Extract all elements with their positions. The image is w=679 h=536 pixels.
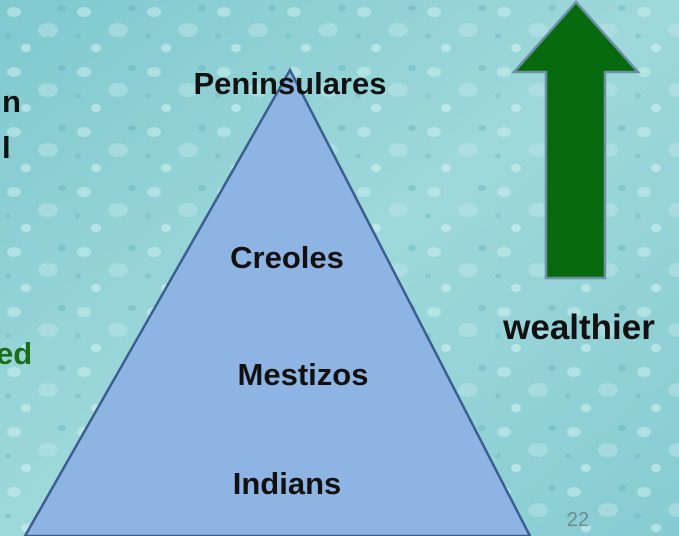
left-fragment: n [2,84,21,119]
pyramid-level-label: Mestizos [238,357,369,392]
slide: n l ed Peninsulares Creoles Mestizos Ind… [0,0,679,536]
left-fragment: ed [0,336,32,371]
page: n l ed Peninsulares Creoles Mestizos Ind… [0,0,679,536]
pyramid-level-label: Indians [233,466,342,501]
left-fragment: l [2,130,11,165]
pyramid-level-label: Creoles [230,240,344,275]
arrow-label: wealthier [502,308,655,347]
page-number: 22 [567,509,589,531]
pyramid-top-label: Peninsulares [194,66,387,101]
